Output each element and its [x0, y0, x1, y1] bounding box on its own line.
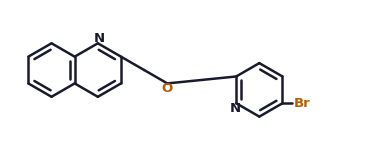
Text: Br: Br — [293, 97, 310, 110]
Text: N: N — [93, 32, 105, 45]
Text: O: O — [162, 82, 173, 95]
Text: N: N — [230, 102, 241, 115]
